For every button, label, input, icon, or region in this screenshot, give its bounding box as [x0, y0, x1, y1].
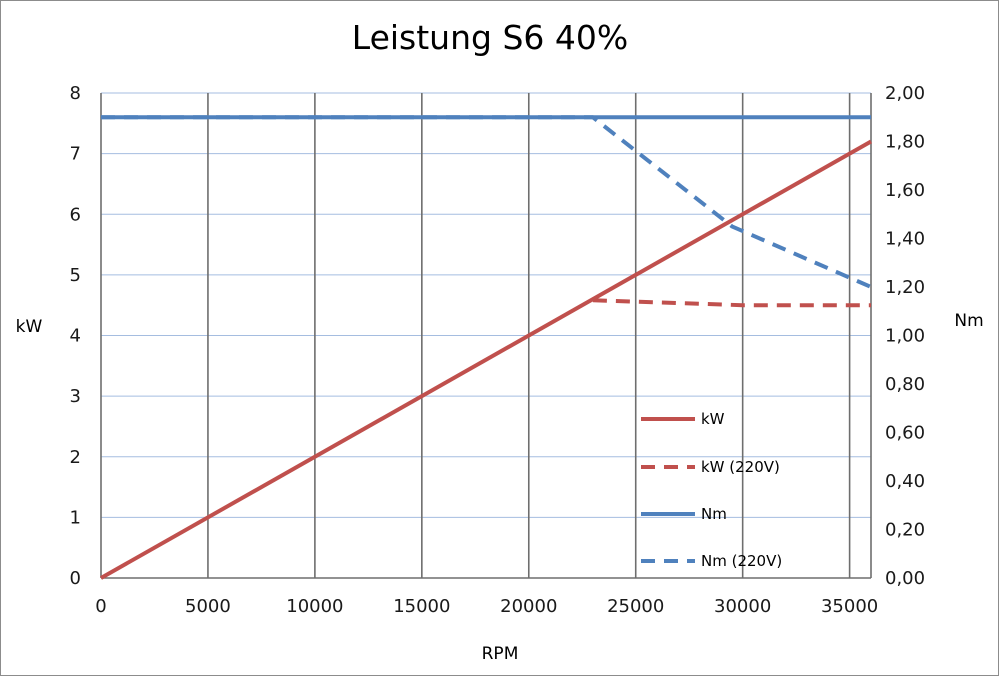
- y2-tick-label: 1,60: [885, 180, 925, 201]
- x-tick-label: 35000: [821, 596, 878, 617]
- y2-tick-label: 1,80: [885, 132, 925, 153]
- y2-tick-label: 0,60: [885, 423, 925, 444]
- chart-title: Leistung S6 40%: [352, 18, 628, 57]
- x-tick-label: 10000: [286, 596, 343, 617]
- y-tick-label: 7: [70, 144, 81, 165]
- y2-tick-label: 1,20: [885, 277, 925, 298]
- y2-tick-label: 0,20: [885, 520, 925, 541]
- legend-label: Nm (220V): [701, 552, 782, 570]
- y-tick-label: 8: [70, 83, 81, 104]
- series-line-nm-220v: [101, 115, 872, 289]
- y2-tick-labels: 0,00 0,20 0,40 0,60 0,80 1,00 1,20 1,40 1,60 1,80…: [885, 83, 925, 589]
- x-tick-label: 5000: [185, 596, 231, 617]
- y-tick-label: 3: [70, 386, 81, 407]
- y-axis-label: kW: [16, 317, 43, 337]
- y-tick-label: 2: [70, 447, 81, 468]
- legend-label: Nm: [701, 505, 727, 523]
- x-tick-label: 30000: [714, 596, 771, 617]
- y2-tick-label: 1,00: [885, 326, 925, 347]
- grid-layer: [101, 92, 871, 578]
- y2-tick-label: 0,80: [885, 374, 925, 395]
- y2-axis-label: Nm: [954, 311, 983, 331]
- y-tick-label: 4: [70, 326, 81, 347]
- legend-label: kW (220V): [701, 458, 780, 476]
- y-tick-label: 6: [70, 204, 81, 225]
- series-line-kw-220v: [592, 298, 871, 308]
- y-tick-label: 5: [70, 265, 81, 286]
- y-tick-labels: 0 1 2 3 4 5 6 7 8: [70, 83, 81, 589]
- legend: kW kW (220V) Nm Nm (220V): [641, 410, 782, 570]
- y2-tick-label: 0,00: [885, 568, 925, 589]
- x-tick-label: 15000: [393, 596, 450, 617]
- x-tick-label: 25000: [607, 596, 664, 617]
- y2-tick-label: 0,40: [885, 471, 925, 492]
- series-layer: [100, 115, 872, 580]
- y2-tick-label: 2,00: [885, 83, 925, 104]
- x-tick-label: 20000: [500, 596, 557, 617]
- series-line-kw: [100, 139, 872, 580]
- x-tick-label: 0: [95, 596, 106, 617]
- x-tick-labels: 0 5000 10000 15000 20000 25000 30000 35000: [95, 596, 878, 617]
- y-tick-label: 0: [70, 568, 81, 589]
- legend-label: kW: [701, 410, 725, 428]
- y-tick-label: 1: [70, 507, 81, 528]
- x-axis-label: RPM: [482, 644, 519, 664]
- y2-tick-label: 1,40: [885, 229, 925, 250]
